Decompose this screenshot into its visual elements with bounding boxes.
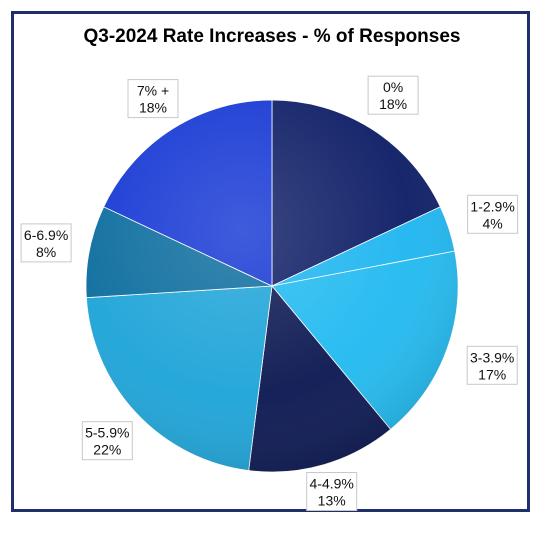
slice-label-box [467,194,519,234]
slice-label: 4-4.9%13% [306,472,358,511]
slice-category-label: 4-4.9% [310,476,354,492]
slice-label: 6-6.9%8% [20,223,72,263]
slice-value-label: 4% [482,215,502,231]
slice-label-box [367,75,419,115]
slice-value-label: 13% [318,493,346,509]
pie-slices [85,99,459,473]
slice-value-label: 8% [36,244,56,260]
slice-label: 0%18% [367,75,419,115]
slice-value-label: 18% [139,100,167,116]
slice-label-box [20,223,72,263]
slice-value-label: 17% [478,366,506,382]
slice-label-box [81,421,133,461]
slice-label-box [466,345,518,385]
slice-category-label: 6-6.9% [24,227,68,243]
slice-value-label: 22% [93,442,121,458]
slice-label-box [306,472,358,511]
slice-label: 5-5.9%22% [81,421,133,461]
slice-category-label: 5-5.9% [85,425,129,441]
slice-label: 3-3.9%17% [466,345,518,385]
slice-label: 1-2.9%4% [467,194,519,234]
chart-title: Q3-2024 Rate Increases - % of Responses [83,26,460,47]
slice-category-label: 1-2.9% [470,198,514,214]
slice-label: 7% +18% [127,79,179,119]
slice-category-label: 3-3.9% [470,349,514,365]
slice-labels: 0%18%1-2.9%4%3-3.9%17%4-4.9%13%5-5.9%22%… [20,75,519,511]
slice-category-label: 0% [383,79,403,95]
slice-label-box [127,79,179,119]
slice-category-label: 7% + [137,83,169,99]
slice-value-label: 18% [379,96,407,112]
